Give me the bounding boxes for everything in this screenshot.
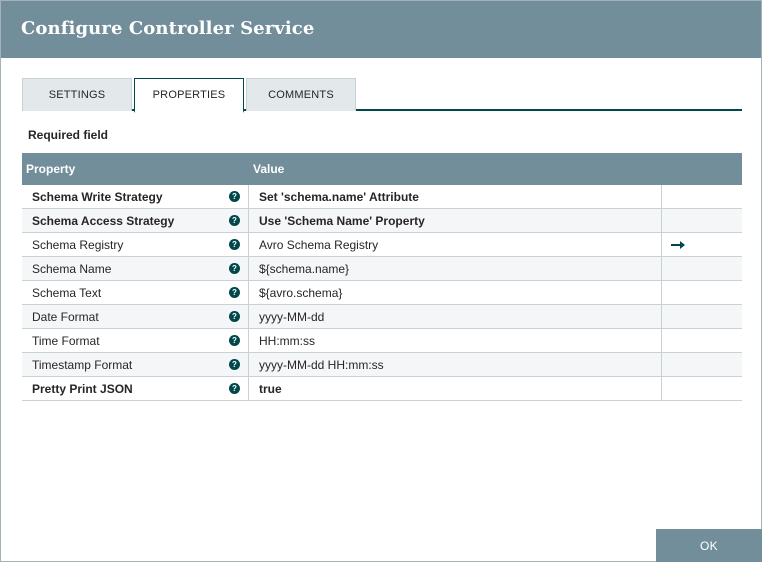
property-actions-cell <box>662 329 742 352</box>
table-row[interactable]: Pretty Print JSON? true <box>22 377 742 401</box>
table-row[interactable]: Schema Name? ${schema.name} <box>22 257 742 281</box>
help-icon[interactable]: ? <box>229 383 240 394</box>
property-name-cell: Timestamp Format? <box>22 353 249 376</box>
property-name: Schema Text <box>32 285 102 300</box>
help-icon[interactable]: ? <box>229 287 240 298</box>
properties-table: Property Value Schema Write Strategy? Set… <box>22 153 742 401</box>
column-header-property: Property <box>26 162 76 176</box>
property-value-cell[interactable]: Avro Schema Registry <box>249 233 662 256</box>
table-row[interactable]: Date Format? yyyy-MM-dd <box>22 305 742 329</box>
property-value-cell[interactable]: Set 'schema.name' Attribute <box>249 185 662 208</box>
table-row[interactable]: Timestamp Format? yyyy-MM-dd HH:mm:ss <box>22 353 742 377</box>
ok-button[interactable]: OK <box>656 529 762 562</box>
property-actions-cell <box>662 233 742 256</box>
property-value-cell[interactable]: true <box>249 377 662 400</box>
help-icon[interactable]: ? <box>229 191 240 202</box>
help-icon[interactable]: ? <box>229 215 240 226</box>
goto-arrow-icon[interactable] <box>671 240 685 250</box>
table-header: Property Value <box>22 153 742 185</box>
property-value-cell[interactable]: yyyy-MM-dd <box>249 305 662 328</box>
property-actions-cell <box>662 353 742 376</box>
help-icon[interactable]: ? <box>229 335 240 346</box>
property-value-cell[interactable]: ${schema.name} <box>249 257 662 280</box>
property-name-cell: Schema Access Strategy? <box>22 209 249 232</box>
property-name: Schema Registry <box>32 237 124 252</box>
help-icon[interactable]: ? <box>229 239 240 250</box>
property-value-cell[interactable]: yyyy-MM-dd HH:mm:ss <box>249 353 662 376</box>
table-row[interactable]: Time Format? HH:mm:ss <box>22 329 742 353</box>
property-name: Timestamp Format <box>32 357 133 372</box>
property-value-cell[interactable]: HH:mm:ss <box>249 329 662 352</box>
column-header-value: Value <box>253 162 285 176</box>
table-row[interactable]: Schema Access Strategy? Use 'Schema Name'… <box>22 209 742 233</box>
table-row[interactable]: Schema Text? ${avro.schema} <box>22 281 742 305</box>
property-actions-cell <box>662 281 742 304</box>
property-value-cell[interactable]: Use 'Schema Name' Property <box>249 209 662 232</box>
property-actions-cell <box>662 209 742 232</box>
property-name: Schema Name <box>32 261 112 276</box>
required-field-legend: Required field <box>28 128 109 142</box>
help-icon[interactable]: ? <box>229 263 240 274</box>
help-icon[interactable]: ? <box>229 359 240 370</box>
property-name: Schema Write Strategy <box>32 189 163 204</box>
property-name-cell: Schema Name? <box>22 257 249 280</box>
property-name-cell: Schema Registry? <box>22 233 249 256</box>
property-value-cell[interactable]: ${avro.schema} <box>249 281 662 304</box>
tab-comments[interactable]: COMMENTS <box>246 78 356 111</box>
property-name-cell: Schema Text? <box>22 281 249 304</box>
property-name: Schema Access Strategy <box>32 213 175 228</box>
property-actions-cell <box>662 185 742 208</box>
table-row[interactable]: Schema Registry? Avro Schema Registry <box>22 233 742 257</box>
property-actions-cell <box>662 305 742 328</box>
tab-settings[interactable]: SETTINGS <box>22 78 132 111</box>
property-actions-cell <box>662 257 742 280</box>
property-name: Time Format <box>32 333 100 348</box>
property-name-cell: Schema Write Strategy? <box>22 185 249 208</box>
property-name-cell: Time Format? <box>22 329 249 352</box>
dialog-title: Configure Controller Service <box>21 18 315 39</box>
tab-properties[interactable]: PROPERTIES <box>134 78 244 113</box>
property-name: Date Format <box>32 309 99 324</box>
help-icon[interactable]: ? <box>229 311 240 322</box>
property-name-cell: Date Format? <box>22 305 249 328</box>
property-name-cell: Pretty Print JSON? <box>22 377 249 400</box>
property-actions-cell <box>662 377 742 400</box>
table-row[interactable]: Schema Write Strategy? Set 'schema.name' … <box>22 185 742 209</box>
dialog-header: Configure Controller Service <box>1 1 761 58</box>
property-name: Pretty Print JSON <box>32 381 133 396</box>
tab-bar: SETTINGS PROPERTIES COMMENTS <box>22 78 742 113</box>
